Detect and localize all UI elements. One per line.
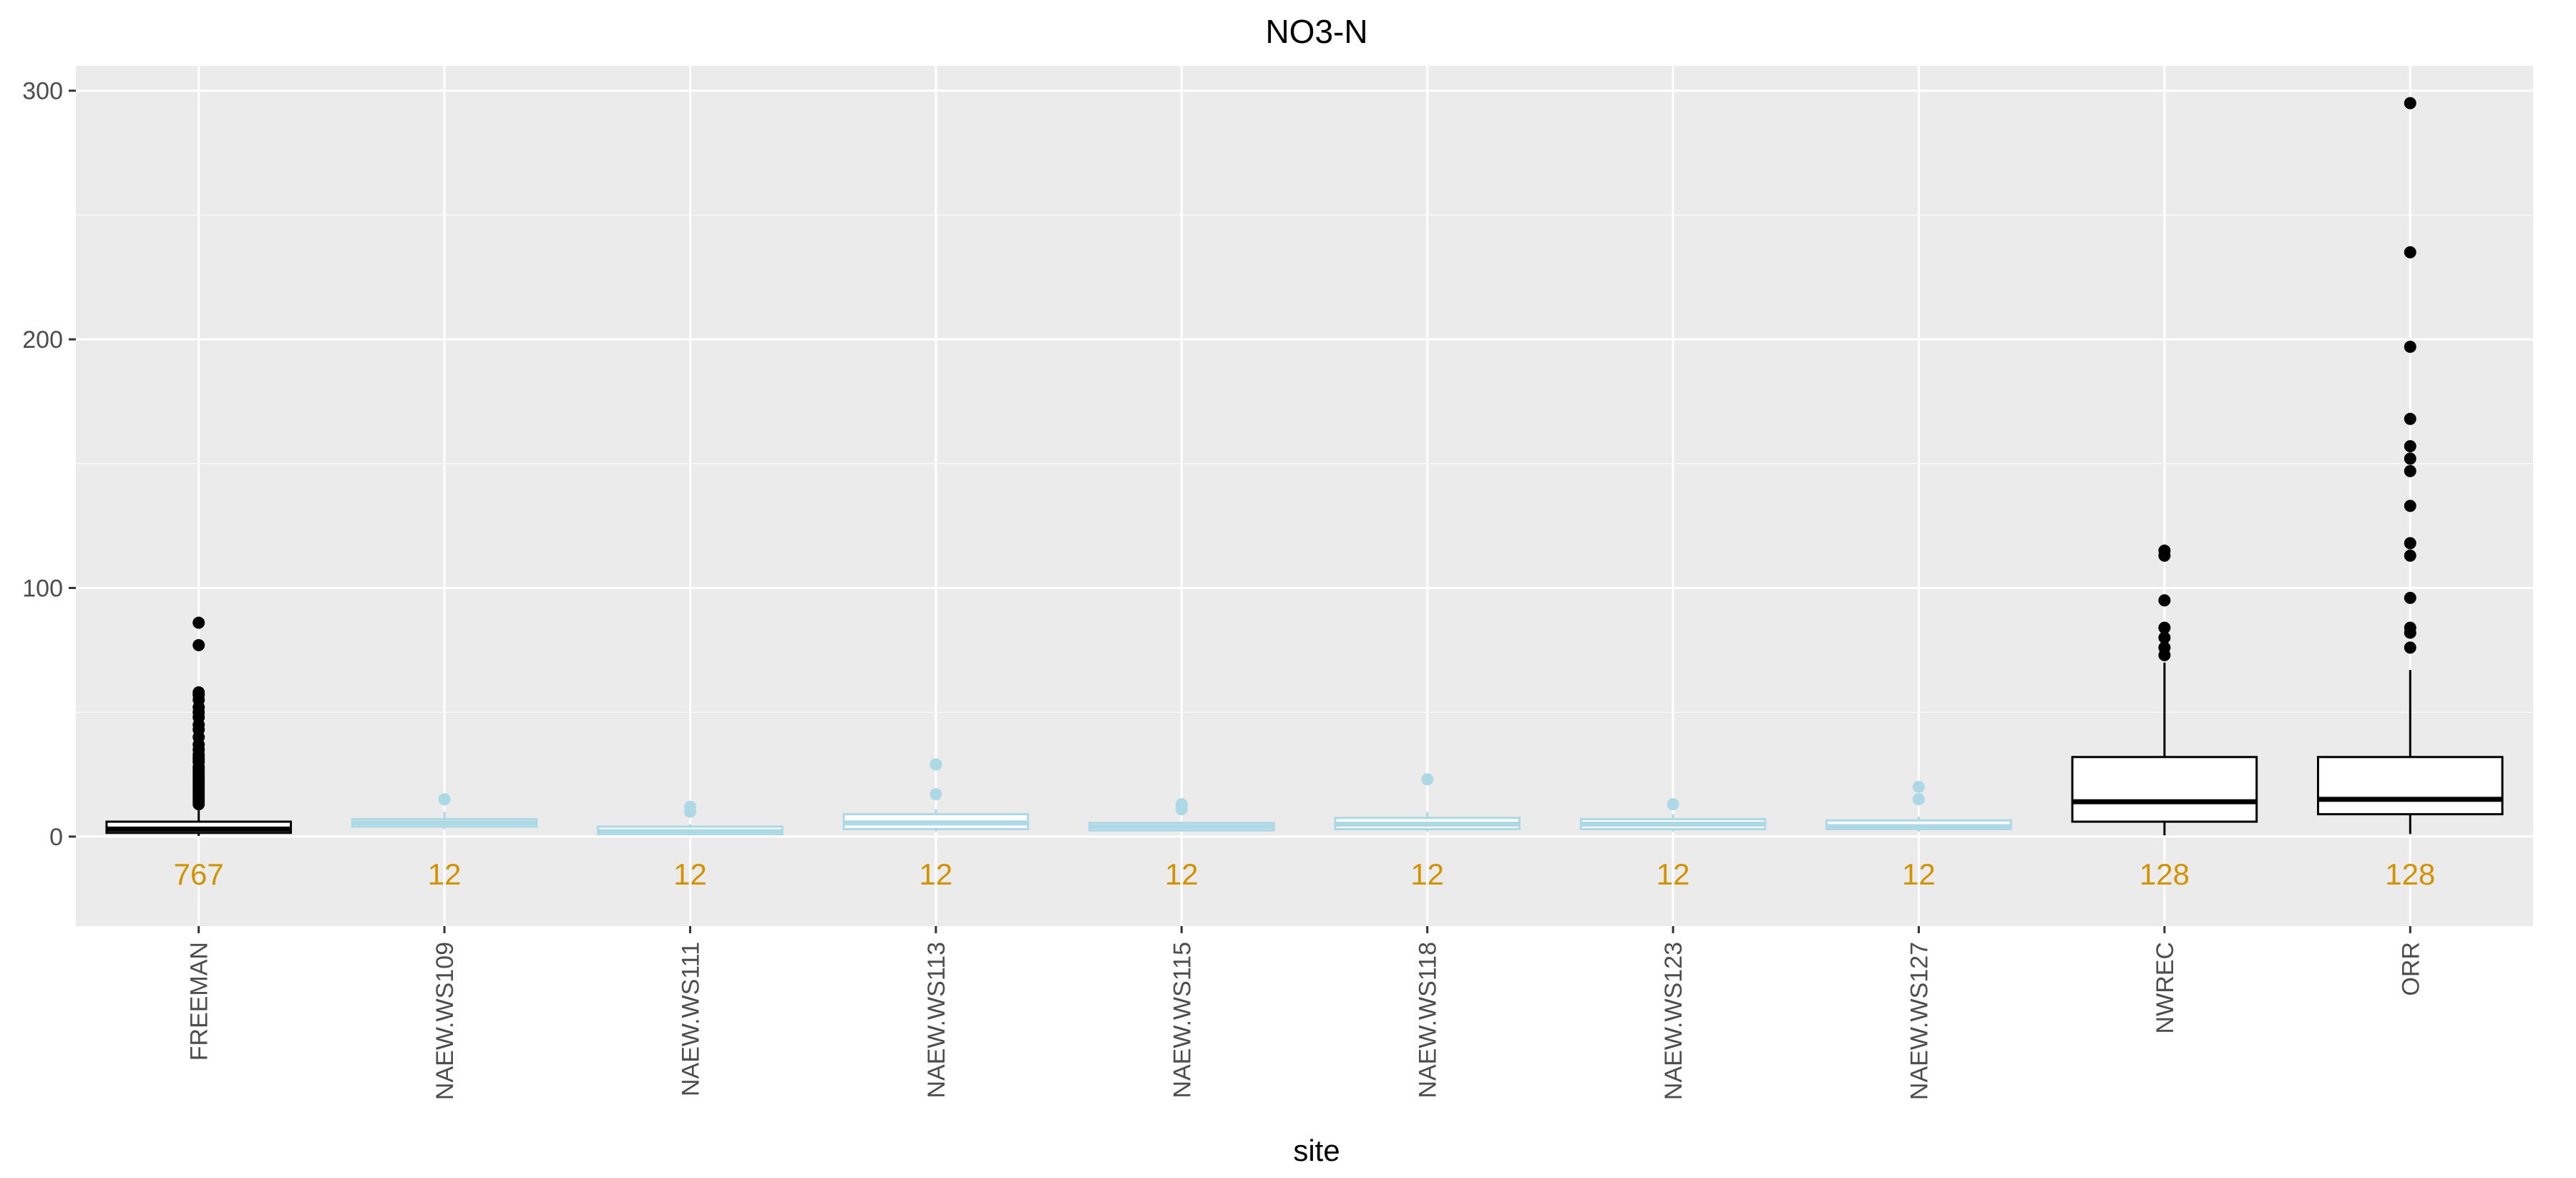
outlier-point bbox=[930, 788, 942, 801]
outlier-point bbox=[2404, 500, 2416, 512]
sample-count-label: 12 bbox=[1657, 857, 1690, 891]
sample-count-label: 12 bbox=[673, 857, 707, 891]
outlier-point bbox=[2404, 341, 2416, 354]
sample-count-label: 128 bbox=[2385, 857, 2435, 891]
x-tick-label: NAEW.WS123 bbox=[1660, 942, 1687, 1100]
box-series bbox=[105, 97, 2504, 836]
y-axis-ticks: 0 100 200 300 bbox=[22, 78, 76, 851]
x-tick-label: NAEW.WS115 bbox=[1169, 942, 1196, 1099]
box-nwrec bbox=[2071, 544, 2258, 836]
box-iqr bbox=[2071, 756, 2258, 823]
x-tick-label: NWREC bbox=[2152, 942, 2179, 1033]
outlier-point bbox=[1421, 773, 1434, 786]
sample-count-label: 12 bbox=[1902, 857, 1936, 891]
x-tick-label: NAEW.WS111 bbox=[678, 942, 705, 1096]
outlier-point bbox=[2404, 591, 2416, 604]
sample-count-label: 12 bbox=[1165, 857, 1199, 891]
y-tick-label: 300 bbox=[22, 78, 63, 105]
box-iqr bbox=[2317, 756, 2504, 816]
outlier-point bbox=[930, 758, 942, 771]
minor-gridlines bbox=[76, 214, 2533, 713]
outlier-point bbox=[192, 616, 205, 629]
outlier-point bbox=[2158, 594, 2171, 607]
box-naew-ws118 bbox=[1334, 773, 1521, 832]
x-tick-label: NAEW.WS113 bbox=[923, 942, 950, 1099]
box-naew-ws127 bbox=[1825, 780, 2012, 832]
x-tick-label: FREEMAN bbox=[186, 942, 213, 1061]
outlier-point bbox=[1175, 798, 1188, 811]
chart-title: NO3-N bbox=[1265, 13, 1367, 50]
outlier-point bbox=[2404, 452, 2416, 465]
outlier-point bbox=[2404, 621, 2416, 634]
outlier-point bbox=[1667, 798, 1679, 811]
outlier-point bbox=[438, 793, 451, 806]
outlier-point bbox=[2404, 549, 2416, 562]
x-axis-ticks: FREEMAN NAEW.WS109 NAEW.WS111 NAEW.WS113 NAE… bbox=[186, 926, 2424, 1100]
sample-count-label: 128 bbox=[2140, 857, 2190, 891]
sample-count-label: 12 bbox=[428, 857, 462, 891]
box-naew-ws111 bbox=[597, 800, 784, 836]
y-tick-label: 100 bbox=[22, 575, 63, 603]
box-orr bbox=[2317, 97, 2504, 834]
sample-count-labels: 767 12 12 12 12 12 12 12 128 128 bbox=[174, 857, 2436, 891]
y-tick-label: 0 bbox=[49, 824, 63, 851]
outlier-point bbox=[2404, 537, 2416, 550]
box-naew-ws123 bbox=[1579, 798, 1767, 832]
outlier-point bbox=[2404, 440, 2416, 453]
outlier-point bbox=[2158, 621, 2171, 634]
outlier-point bbox=[2404, 97, 2416, 109]
outlier-point bbox=[192, 638, 205, 651]
outlier-point bbox=[2404, 412, 2416, 425]
outlier-point bbox=[2404, 246, 2416, 259]
outlier-point bbox=[2158, 641, 2171, 654]
outlier-point bbox=[2404, 641, 2416, 654]
sample-count-label: 12 bbox=[1410, 857, 1444, 891]
outlier-point bbox=[2158, 544, 2171, 557]
box-naew-ws109 bbox=[351, 793, 538, 829]
outlier-point bbox=[2404, 464, 2416, 477]
x-tick-label: NAEW.WS127 bbox=[1906, 942, 1933, 1100]
outlier-point bbox=[1913, 780, 1925, 793]
box-naew-ws113 bbox=[842, 758, 1030, 832]
sample-count-label: 12 bbox=[919, 857, 953, 891]
x-tick-label: NAEW.WS118 bbox=[1415, 942, 1442, 1099]
outlier-point bbox=[2158, 631, 2171, 644]
sample-count-label: 767 bbox=[174, 857, 224, 891]
outlier-point bbox=[1913, 793, 1925, 806]
box-naew-ws115 bbox=[1088, 798, 1275, 832]
outlier-point bbox=[684, 800, 696, 813]
x-tick-label: NAEW.WS109 bbox=[431, 942, 459, 1100]
y-tick-label: 200 bbox=[22, 326, 63, 354]
x-axis-title: site bbox=[1293, 1134, 1340, 1167]
x-tick-label: ORR bbox=[2397, 942, 2424, 996]
box-freeman bbox=[105, 616, 292, 836]
outlier-point bbox=[192, 686, 205, 698]
